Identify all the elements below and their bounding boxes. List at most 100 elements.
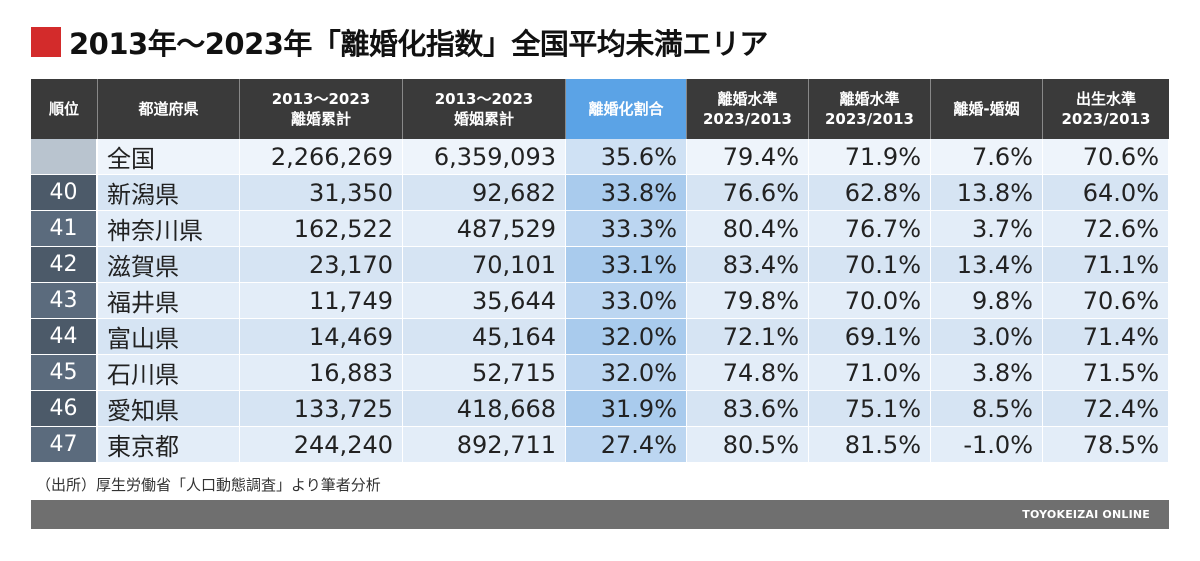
column-header-line2: 2023/2013 bbox=[703, 110, 792, 128]
value-cell: 3.8% bbox=[931, 355, 1043, 391]
value-cell: 64.0% bbox=[1043, 175, 1169, 211]
value-cell: 244,240 bbox=[240, 427, 403, 463]
value-cell: 133,725 bbox=[240, 391, 403, 427]
value-cell: 35.6% bbox=[566, 139, 687, 175]
column-header-5: 離婚水準 2023/2013 bbox=[687, 79, 809, 139]
rank-cell bbox=[31, 139, 98, 175]
value-cell: 69.1% bbox=[809, 319, 931, 355]
table-body: 全国 2,266,269 6,359,093 35.6% 79.4% 71.9% 7.6% 7… bbox=[31, 139, 1169, 463]
value-cell: 418,668 bbox=[403, 391, 566, 427]
column-header-line1: 離婚水準 bbox=[839, 90, 900, 108]
table-row: 全国 2,266,269 6,359,093 35.6% 79.4% 71.9% 7.6% 7… bbox=[31, 139, 1169, 175]
title-text: 2013年～2023年「離婚化指数」全国平均未満エリア bbox=[69, 27, 768, 61]
table-row: 47 東京都 244,240 892,711 27.4% 80.5% 81.5% -1.0% 7… bbox=[31, 427, 1169, 463]
value-cell: 11,749 bbox=[240, 283, 403, 319]
value-cell: 8.5% bbox=[931, 391, 1043, 427]
value-cell: 16,883 bbox=[240, 355, 403, 391]
data-table: 順位 都道府県 2013～2023 離婚累計 2013～2023 婚姻累計 離婚化割合 離婚水… bbox=[31, 79, 1169, 463]
prefecture-cell: 神奈川県 bbox=[98, 211, 240, 247]
prefecture-cell: 東京都 bbox=[98, 427, 240, 463]
column-header-line1: 順位 bbox=[48, 100, 79, 118]
value-cell: -1.0% bbox=[931, 427, 1043, 463]
table-row: 41 神奈川県 162,522 487,529 33.3% 80.4% 76.7% 3.7% 7… bbox=[31, 211, 1169, 247]
prefecture-cell: 福井県 bbox=[98, 283, 240, 319]
column-header-8: 出生水準 2023/2013 bbox=[1043, 79, 1169, 139]
prefecture-cell: 全国 bbox=[98, 139, 240, 175]
value-cell: 79.8% bbox=[687, 283, 809, 319]
value-cell: 3.0% bbox=[931, 319, 1043, 355]
value-cell: 892,711 bbox=[403, 427, 566, 463]
value-cell: 70,101 bbox=[403, 247, 566, 283]
column-header-6: 離婚水準 2023/2013 bbox=[809, 79, 931, 139]
column-header-line1: 離婚水準 bbox=[717, 90, 778, 108]
rank-cell: 45 bbox=[31, 355, 98, 391]
value-cell: 72.6% bbox=[1043, 211, 1169, 247]
table-row: 43 福井県 11,749 35,644 33.0% 79.8% 70.0% 9.8% 70.6… bbox=[31, 283, 1169, 319]
prefecture-cell: 新潟県 bbox=[98, 175, 240, 211]
value-cell: 2,266,269 bbox=[240, 139, 403, 175]
prefecture-cell: 愛知県 bbox=[98, 391, 240, 427]
rank-cell: 46 bbox=[31, 391, 98, 427]
value-cell: 45,164 bbox=[403, 319, 566, 355]
column-header-line2: 離婚累計 bbox=[290, 110, 351, 128]
footer-bar: TOYOKEIZAI ONLINE bbox=[31, 500, 1169, 529]
value-cell: 74.8% bbox=[687, 355, 809, 391]
value-cell: 70.1% bbox=[809, 247, 931, 283]
column-header-line1: 2013～2023 bbox=[434, 90, 534, 108]
value-cell: 71.5% bbox=[1043, 355, 1169, 391]
footer-brand: TOYOKEIZAI ONLINE bbox=[1022, 508, 1150, 521]
column-header-line2: 2023/2013 bbox=[1061, 110, 1151, 128]
value-cell: 62.8% bbox=[809, 175, 931, 211]
value-cell: 14,469 bbox=[240, 319, 403, 355]
column-header-line1: 離婚化割合 bbox=[588, 100, 664, 118]
value-cell: 71.4% bbox=[1043, 319, 1169, 355]
column-header-line1: 出生水準 bbox=[1075, 90, 1136, 108]
value-cell: 32.0% bbox=[566, 319, 687, 355]
value-cell: 80.5% bbox=[687, 427, 809, 463]
value-cell: 33.8% bbox=[566, 175, 687, 211]
value-cell: 31,350 bbox=[240, 175, 403, 211]
column-header-1: 都道府県 bbox=[98, 79, 240, 139]
value-cell: 31.9% bbox=[566, 391, 687, 427]
value-cell: 83.6% bbox=[687, 391, 809, 427]
value-cell: 71.0% bbox=[809, 355, 931, 391]
value-cell: 7.6% bbox=[931, 139, 1043, 175]
table-header-row: 順位 都道府県 2013～2023 離婚累計 2013～2023 婚姻累計 離婚化割合 離婚水… bbox=[31, 79, 1169, 139]
rank-cell: 41 bbox=[31, 211, 98, 247]
value-cell: 81.5% bbox=[809, 427, 931, 463]
value-cell: 70.0% bbox=[809, 283, 931, 319]
column-header-line1: 離婚-婚姻 bbox=[953, 100, 1020, 118]
value-cell: 92,682 bbox=[403, 175, 566, 211]
value-cell: 3.7% bbox=[931, 211, 1043, 247]
rank-cell: 43 bbox=[31, 283, 98, 319]
value-cell: 162,522 bbox=[240, 211, 403, 247]
column-header-4: 離婚化割合 bbox=[566, 79, 687, 139]
rank-cell: 47 bbox=[31, 427, 98, 463]
title-marker bbox=[31, 27, 61, 57]
value-cell: 13.8% bbox=[931, 175, 1043, 211]
value-cell: 13.4% bbox=[931, 247, 1043, 283]
table-row: 40 新潟県 31,350 92,682 33.8% 76.6% 62.8% 13.8% 64.… bbox=[31, 175, 1169, 211]
value-cell: 52,715 bbox=[403, 355, 566, 391]
value-cell: 76.7% bbox=[809, 211, 931, 247]
value-cell: 6,359,093 bbox=[403, 139, 566, 175]
value-cell: 33.0% bbox=[566, 283, 687, 319]
value-cell: 80.4% bbox=[687, 211, 809, 247]
table-row: 46 愛知県 133,725 418,668 31.9% 83.6% 75.1% 8.5% 72… bbox=[31, 391, 1169, 427]
value-cell: 71.9% bbox=[809, 139, 931, 175]
prefecture-cell: 富山県 bbox=[98, 319, 240, 355]
column-header-line2: 婚姻累計 bbox=[453, 110, 514, 128]
value-cell: 9.8% bbox=[931, 283, 1043, 319]
value-cell: 33.3% bbox=[566, 211, 687, 247]
column-header-line1: 2013～2023 bbox=[271, 90, 371, 108]
value-cell: 33.1% bbox=[566, 247, 687, 283]
value-cell: 70.6% bbox=[1043, 283, 1169, 319]
value-cell: 83.4% bbox=[687, 247, 809, 283]
table-row: 45 石川県 16,883 52,715 32.0% 74.8% 71.0% 3.8% 71.5… bbox=[31, 355, 1169, 391]
value-cell: 79.4% bbox=[687, 139, 809, 175]
chart-title: 2013年～2023年「離婚化指数」全国平均未満エリア bbox=[31, 22, 768, 62]
rank-cell: 40 bbox=[31, 175, 98, 211]
table-row: 44 富山県 14,469 45,164 32.0% 72.1% 69.1% 3.0% 71.4… bbox=[31, 319, 1169, 355]
column-header-7: 離婚-婚姻 bbox=[931, 79, 1043, 139]
source-note: （出所）厚生労働省「人口動態調査」より筆者分析 bbox=[36, 476, 381, 494]
